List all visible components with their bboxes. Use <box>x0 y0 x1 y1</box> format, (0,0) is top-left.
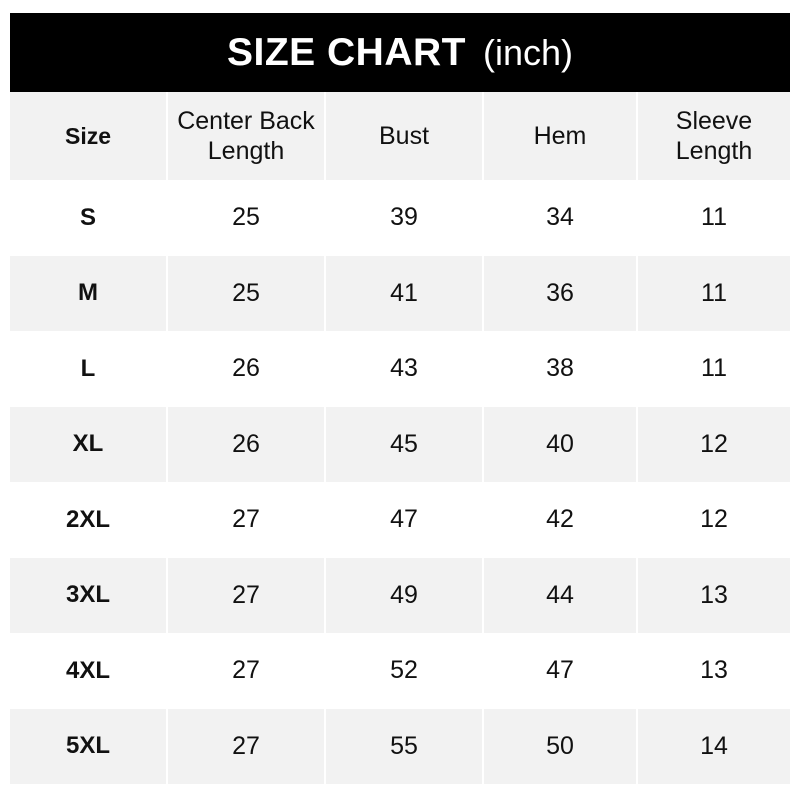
cell-sleeve-length: 13 <box>700 580 728 609</box>
cell-bust: 43 <box>325 331 484 407</box>
column-header-bust: Bust <box>325 92 484 180</box>
table-row: S 25 39 34 11 <box>10 180 790 256</box>
cell-hem: 42 <box>483 482 638 558</box>
cell-center-back-length: 26 <box>167 331 326 407</box>
table-row: M 25 41 36 11 <box>10 255 790 331</box>
column-header-center-back-length: Center Back Length <box>167 92 326 180</box>
cell-bust: 55 <box>325 708 484 784</box>
table-row: L 26 43 38 11 <box>10 331 790 407</box>
cell-center-back-length: 27 <box>167 708 326 784</box>
table-row: 3XL 27 49 44 13 <box>10 557 790 633</box>
cell-bust: 41 <box>325 255 484 331</box>
table-row: 5XL 27 55 50 14 <box>10 708 790 784</box>
cell-size: 3XL <box>10 557 168 633</box>
column-header-hem: Hem <box>483 92 638 180</box>
cell-hem: 47 <box>483 633 638 709</box>
table-row: 2XL 27 47 42 12 <box>10 482 790 558</box>
page-title: SIZE CHART <box>226 30 466 74</box>
title-banner: SIZE CHART (inch) <box>10 13 790 92</box>
cell-center-back-length: 25 <box>167 255 326 331</box>
cell-sleeve-length: 14 <box>700 731 728 760</box>
cell-size: 2XL <box>10 482 168 558</box>
cell-sleeve-length: 11 <box>701 354 727 383</box>
cell-hem: 38 <box>483 331 638 407</box>
table-body: S 25 39 34 11 M 25 41 36 11 L 26 43 38 1… <box>10 180 790 784</box>
table-row: 4XL 27 52 47 13 <box>10 633 790 709</box>
cell-sleeve-length: 13 <box>700 656 728 685</box>
size-chart-table: Size Center Back Length Bust Hem Sleeve … <box>10 92 790 784</box>
cell-bust: 45 <box>325 406 484 482</box>
table-header: Size Center Back Length Bust Hem Sleeve … <box>10 92 790 180</box>
cell-size: M <box>10 255 168 331</box>
cell-bust: 39 <box>325 180 484 256</box>
column-header-size: Size <box>10 92 168 180</box>
cell-sleeve-length: 11 <box>701 278 727 307</box>
cell-center-back-length: 27 <box>167 633 326 709</box>
cell-center-back-length: 27 <box>167 557 326 633</box>
cell-center-back-length: 25 <box>167 180 326 256</box>
cell-sleeve-length: 12 <box>700 505 728 534</box>
cell-hem: 40 <box>483 406 638 482</box>
column-header-sleeve-length: Sleeve Length <box>675 106 753 166</box>
cell-center-back-length: 26 <box>167 406 326 482</box>
cell-size: XL <box>10 406 168 482</box>
cell-bust: 52 <box>325 633 484 709</box>
cell-hem: 44 <box>483 557 638 633</box>
cell-size: 5XL <box>10 708 168 784</box>
cell-center-back-length: 27 <box>167 482 326 558</box>
cell-hem: 50 <box>483 708 638 784</box>
table-row: XL 26 45 40 12 <box>10 406 790 482</box>
cell-hem: 36 <box>483 255 638 331</box>
cell-size: S <box>10 180 168 256</box>
cell-bust: 49 <box>325 557 484 633</box>
cell-size: 4XL <box>10 633 168 709</box>
cell-bust: 47 <box>325 482 484 558</box>
cell-sleeve-length: 11 <box>701 203 727 232</box>
header-row: Size Center Back Length Bust Hem Sleeve … <box>10 92 790 180</box>
cell-hem: 34 <box>483 180 638 256</box>
cell-size: L <box>10 331 168 407</box>
cell-sleeve-length: 12 <box>700 429 728 458</box>
unit-label: (inch) <box>482 31 574 73</box>
